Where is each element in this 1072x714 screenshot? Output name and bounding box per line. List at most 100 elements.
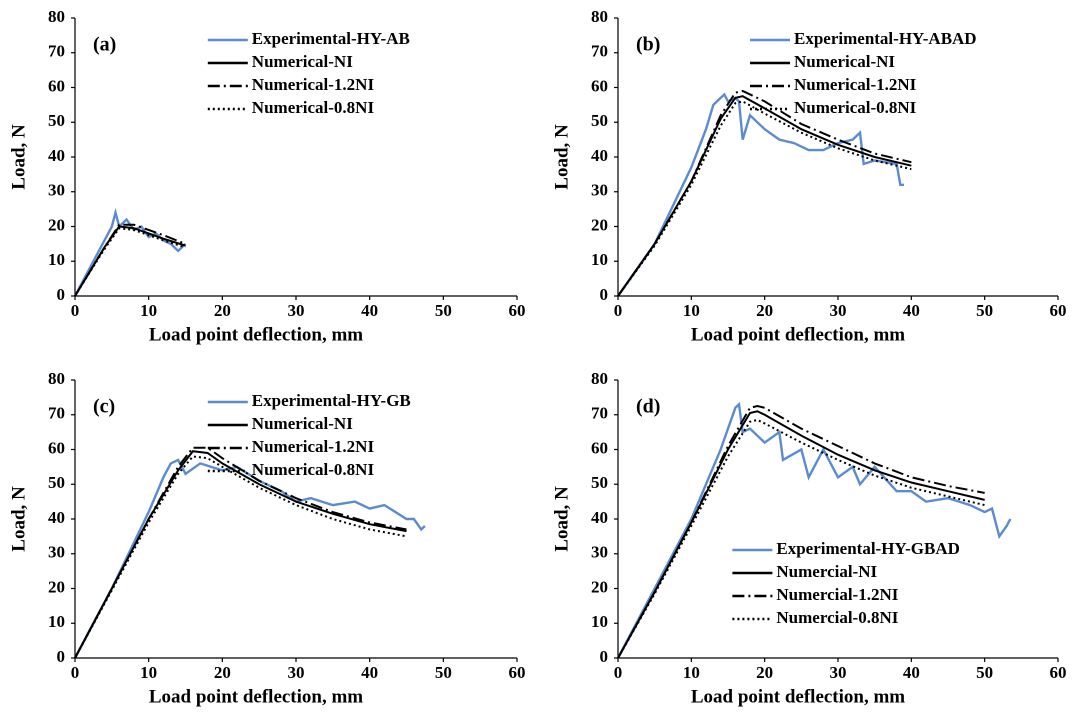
legend-label: Numerical-NI [252, 52, 353, 71]
data-line [617, 405, 985, 659]
x-tick-label: 40 [361, 663, 378, 682]
x-tick-label: 10 [140, 301, 157, 320]
y-tick-label: 40 [48, 508, 65, 527]
data-line [74, 446, 407, 659]
y-tick-label: 30 [48, 181, 65, 200]
data-line [617, 92, 904, 297]
panel-label: (d) [636, 396, 660, 418]
x-tick-label: 60 [509, 663, 526, 682]
x-tick-label: 30 [830, 663, 847, 682]
y-tick-label: 0 [57, 647, 66, 666]
x-tick-label: 0 [614, 663, 623, 682]
data-line [617, 89, 912, 297]
x-tick-label: 60 [1050, 663, 1067, 682]
panel-label: (c) [93, 396, 115, 418]
y-tick-label: 30 [48, 543, 65, 562]
x-tick-label: 30 [830, 301, 847, 320]
x-tick-label: 0 [614, 301, 623, 320]
y-tick-label: 40 [48, 146, 65, 165]
y-tick-label: 50 [591, 111, 608, 130]
y-tick-label: 80 [48, 7, 65, 26]
y-tick-label: 70 [591, 404, 608, 423]
x-tick-label: 10 [683, 663, 700, 682]
x-tick-label: 10 [140, 663, 157, 682]
y-tick-label: 60 [591, 76, 608, 95]
legend-label: Experimental-HY-ABAD [794, 29, 977, 48]
x-tick-label: 20 [756, 663, 773, 682]
data-line [617, 418, 985, 659]
x-tick-label: 30 [288, 301, 305, 320]
data-line [617, 95, 912, 297]
y-tick-label: 40 [591, 146, 608, 165]
x-axis-label: Load point deflection, mm [149, 324, 363, 345]
y-tick-label: 60 [591, 438, 608, 457]
x-tick-label: 40 [903, 301, 920, 320]
y-tick-label: 0 [600, 647, 609, 666]
y-tick-label: 70 [48, 42, 65, 61]
legend-label: Numercial-NI [776, 562, 877, 581]
y-tick-label: 70 [591, 42, 608, 61]
y-tick-label: 20 [591, 215, 608, 234]
y-tick-label: 40 [591, 508, 608, 527]
y-tick-label: 10 [591, 250, 608, 269]
data-line [74, 450, 407, 659]
legend-label: Experimental-HY-AB [252, 29, 410, 48]
legend-label: Numerical-NI [794, 52, 895, 71]
y-tick-label: 60 [48, 76, 65, 95]
legend-label: Numerical-1.2NI [252, 437, 375, 456]
panel-label: (b) [636, 34, 660, 56]
x-tick-label: 30 [288, 663, 305, 682]
y-tick-label: 10 [591, 612, 608, 631]
legend-label: Numercial-1.2NI [776, 585, 898, 604]
x-tick-label: 50 [976, 663, 993, 682]
panel-label: (a) [93, 34, 116, 56]
y-tick-label: 20 [591, 577, 608, 596]
y-tick-label: 80 [591, 369, 608, 388]
legend-label: Experimental-HY-GB [252, 391, 411, 410]
legend-label: Numerical-0.8NI [252, 460, 375, 479]
y-axis-label: Load, N [8, 486, 29, 552]
y-tick-label: 30 [591, 181, 608, 200]
x-tick-label: 40 [361, 301, 378, 320]
x-tick-label: 60 [509, 301, 526, 320]
y-axis-label: Load, N [551, 486, 572, 552]
x-axis-label: Load point deflection, mm [691, 686, 905, 707]
data-line [73, 207, 187, 297]
y-tick-label: 0 [57, 285, 66, 304]
y-axis-label: Load, N [8, 124, 29, 190]
y-tick-label: 80 [48, 369, 65, 388]
x-tick-label: 50 [435, 301, 452, 320]
data-line [73, 458, 426, 659]
y-tick-label: 50 [48, 111, 65, 130]
x-axis-label: Load point deflection, mm [149, 686, 363, 707]
y-tick-label: 10 [48, 250, 65, 269]
y-tick-label: 0 [600, 285, 609, 304]
y-tick-label: 20 [48, 577, 65, 596]
y-tick-label: 30 [591, 543, 608, 562]
y-tick-label: 80 [591, 7, 608, 26]
x-tick-label: 40 [903, 663, 920, 682]
legend-label: Numercial-0.8NI [776, 608, 898, 627]
y-tick-label: 70 [48, 404, 65, 423]
data-line [74, 223, 186, 297]
legend-label: Numerical-1.2NI [252, 75, 375, 94]
data-line [74, 455, 407, 659]
x-tick-label: 50 [976, 301, 993, 320]
data-line [616, 401, 1012, 659]
y-tick-label: 50 [48, 473, 65, 492]
y-axis-label: Load, N [551, 124, 572, 190]
legend-label: Numerical-NI [252, 414, 353, 433]
x-tick-label: 50 [435, 663, 452, 682]
legend-label: Numerical-1.2NI [794, 75, 917, 94]
x-tick-label: 10 [683, 301, 700, 320]
y-tick-label: 60 [48, 438, 65, 457]
y-tick-label: 20 [48, 215, 65, 234]
legend-label: Experimental-HY-GBAD [776, 539, 960, 558]
x-tick-label: 0 [71, 301, 80, 320]
legend-label: Numerical-0.8NI [794, 98, 917, 117]
x-tick-label: 20 [214, 663, 231, 682]
x-tick-label: 20 [756, 301, 773, 320]
x-tick-label: 60 [1050, 301, 1067, 320]
y-tick-label: 10 [48, 612, 65, 631]
x-tick-label: 0 [71, 663, 80, 682]
